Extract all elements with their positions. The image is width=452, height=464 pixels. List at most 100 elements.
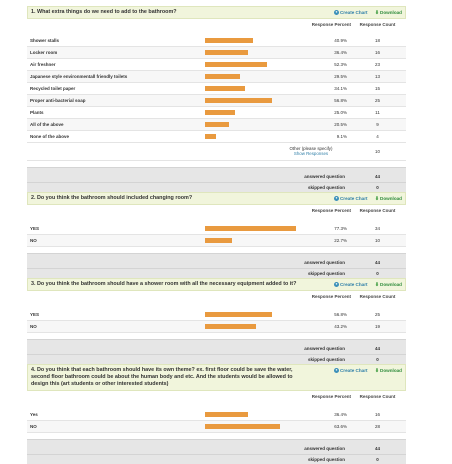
chart-icon[interactable]: ● — [333, 368, 339, 374]
response-count: 19 — [374, 324, 380, 329]
response-count: 10 — [374, 238, 380, 243]
question-1-rows: Shower stalls 40.9% 18 Locker room 36.4% 16 Ai… — [27, 35, 406, 143]
chart-icon[interactable]: ● — [333, 196, 339, 202]
question-4-tools: ● Create Chart ⬇Download — [333, 367, 402, 375]
response-bar — [205, 134, 216, 139]
response-count-header: Response Count — [359, 294, 396, 299]
response-count-header: Response Count — [359, 394, 396, 399]
question-2-header: 2. Do you think the bathroom should incl… — [27, 192, 406, 205]
show-responses-link[interactable]: Show Responses — [293, 151, 329, 156]
download-arrow-icon: ⬇ — [374, 368, 380, 374]
question-3-column-header: Response Percent Response Count — [27, 291, 406, 307]
response-count: 28 — [374, 424, 380, 429]
answer-row: Japanese style environmentall friendly t… — [27, 71, 406, 83]
response-count: 16 — [374, 412, 380, 417]
answered-label: answered question — [304, 260, 345, 265]
response-percent: 43.2% — [334, 324, 347, 329]
answer-label: NO — [30, 324, 37, 329]
skipped-count: 0 — [376, 457, 379, 462]
answered-label: answered question — [304, 446, 345, 451]
response-percent-header: Response Percent — [311, 394, 351, 399]
response-bar — [205, 74, 240, 79]
question-3-header: 3. Do you think the bathroom should have… — [27, 278, 406, 291]
other-specify-row: Other (please specify) Show Responses 10 — [27, 143, 406, 161]
question-4-header: 4. Do you think that each bathroom shoul… — [27, 364, 406, 391]
answered-count: 44 — [374, 260, 380, 265]
skipped-count: 0 — [376, 271, 379, 276]
other-count: 10 — [375, 149, 380, 154]
answer-row: NO 43.2% 19 — [27, 321, 406, 333]
response-count: 18 — [374, 38, 380, 43]
skipped-label: skipped question — [307, 357, 345, 362]
response-count: 15 — [374, 86, 380, 91]
question-2-summary: answered question 44 skipped question 0 — [27, 253, 406, 278]
answer-label: Plants — [30, 110, 44, 115]
answered-count: 44 — [374, 174, 380, 179]
chart-icon[interactable]: ● — [333, 10, 339, 16]
answer-row: NO 22.7% 10 — [27, 235, 406, 247]
response-count: 25 — [374, 312, 380, 317]
answer-label: Locker room — [30, 50, 58, 55]
answer-row: Yes 36.4% 16 — [27, 409, 406, 421]
answered-label: answered question — [304, 174, 345, 179]
skipped-count: 0 — [376, 185, 379, 190]
response-bar — [205, 312, 272, 317]
answered-count: 44 — [374, 446, 380, 451]
answer-label: None of the above — [30, 134, 70, 139]
answer-row: None of the above 9.1% 4 — [27, 131, 406, 143]
response-count-header: Response Count — [359, 208, 396, 213]
response-count: 11 — [375, 110, 380, 115]
skipped-label: skipped question — [307, 457, 345, 462]
question-1-column-header: Response Percent Response Count — [27, 19, 406, 35]
question-4-column-header: Response Percent Response Count — [27, 391, 406, 407]
response-percent: 56.8% — [334, 312, 347, 317]
answer-label: Proper anti-bacterial soap — [30, 98, 86, 103]
answer-row: NO 63.6% 28 — [27, 421, 406, 433]
download-link[interactable]: ⬇Download — [374, 282, 402, 288]
answer-row: All of the above 20.5% 9 — [27, 119, 406, 131]
skipped-label: skipped question — [307, 185, 345, 190]
question-3-title: 3. Do you think the bathroom should have… — [31, 281, 297, 287]
create-chart-link[interactable]: Create Chart — [339, 368, 368, 373]
create-chart-link[interactable]: Create Chart — [339, 10, 368, 15]
answer-row: Proper anti-bacterial soap 56.8% 25 — [27, 95, 406, 107]
question-2-title: 2. Do you think the bathroom should incl… — [31, 195, 193, 201]
answer-label: Shower stalls — [30, 38, 60, 43]
response-percent: 77.3% — [334, 226, 347, 231]
skipped-count: 0 — [376, 357, 379, 362]
response-bar — [205, 38, 253, 43]
question-1-tools: ● Create Chart ⬇Download — [333, 9, 402, 17]
response-bar — [205, 98, 272, 103]
create-chart-link[interactable]: Create Chart — [339, 196, 368, 201]
answer-label: NO — [30, 238, 37, 243]
response-percent: 36.4% — [334, 50, 347, 55]
answer-row: Plants 25.0% 11 — [27, 107, 406, 119]
question-1-header: 1. What extra things do we need to add t… — [27, 6, 406, 19]
answer-label: Yes — [30, 412, 38, 417]
answer-row: YES 77.3% 34 — [27, 223, 406, 235]
response-percent: 56.8% — [334, 98, 347, 103]
answer-row: Shower stalls 40.9% 18 — [27, 35, 406, 47]
question-2-rows: YES 77.3% 34 NO 22.7% 10 — [27, 223, 406, 247]
response-bar — [205, 226, 296, 231]
response-bar — [205, 110, 235, 115]
response-count: 16 — [374, 50, 380, 55]
create-chart-link[interactable]: Create Chart — [339, 282, 368, 287]
download-link[interactable]: ⬇Download — [374, 196, 402, 202]
response-bar — [205, 86, 245, 91]
response-percent: 22.7% — [334, 238, 347, 243]
skipped-label: skipped question — [307, 271, 345, 276]
question-4-title: 4. Do you think that each bathroom shoul… — [31, 367, 293, 387]
response-percent: 9.1% — [336, 134, 347, 139]
question-3-tools: ● Create Chart ⬇Download — [333, 281, 402, 289]
question-1-summary: answered question 44 skipped question 0 — [27, 167, 406, 192]
answer-label: All of the above — [30, 122, 64, 127]
response-percent: 29.5% — [334, 74, 347, 79]
response-count: 25 — [374, 98, 380, 103]
response-percent: 40.9% — [334, 38, 347, 43]
chart-icon[interactable]: ● — [333, 282, 339, 288]
download-link[interactable]: ⬇Download — [374, 10, 402, 16]
download-link[interactable]: ⬇Download — [374, 368, 402, 374]
question-1-title: 1. What extra things do we need to add t… — [31, 9, 177, 15]
answered-label: answered question — [304, 346, 345, 351]
